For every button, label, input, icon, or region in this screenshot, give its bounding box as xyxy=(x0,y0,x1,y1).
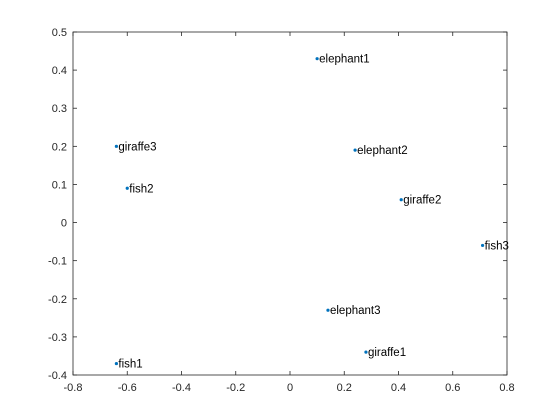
point-label: fish1 xyxy=(118,359,142,371)
data-point xyxy=(315,57,319,61)
point-label: elephant1 xyxy=(319,54,370,66)
data-point xyxy=(480,243,485,248)
plot-area xyxy=(72,31,508,376)
y-axis: -0.4 -0.3 -0.2 -0.1 0 0.1 0.2 0.3 0.4 0.5 xyxy=(48,27,507,382)
data-point xyxy=(326,308,330,312)
point-label: elephant3 xyxy=(330,305,381,317)
data-point xyxy=(114,361,118,366)
x-tick-label: -0.8 xyxy=(64,382,83,394)
data-point xyxy=(125,186,129,190)
data-point xyxy=(353,148,357,152)
data-point xyxy=(399,198,403,202)
point-label: fish3 xyxy=(485,240,509,252)
data-points: elephant1 elephant2 giraffe3 fish2 giraffe2 f… xyxy=(114,54,509,371)
data-point xyxy=(364,350,368,354)
plot-frame xyxy=(72,31,508,376)
point-label: giraffe2 xyxy=(403,195,441,207)
y-tick-label: -0.1 xyxy=(48,256,67,268)
x-tick-label: -0.4 xyxy=(172,382,191,394)
x-tick-label: 0 xyxy=(287,382,293,394)
x-tick-label: 0.4 xyxy=(391,382,406,394)
y-tick-label: -0.4 xyxy=(48,370,67,382)
y-tick-label: 0 xyxy=(61,218,67,230)
point-label: giraffe3 xyxy=(118,141,156,153)
y-tick-label: 0.1 xyxy=(52,179,67,191)
data-point xyxy=(114,144,118,148)
y-tick-label: 0.2 xyxy=(52,141,67,153)
y-tick-label: 0.5 xyxy=(52,27,67,39)
y-tick-label: -0.2 xyxy=(48,294,67,306)
y-tick-label: 0.4 xyxy=(52,65,67,77)
y-tick-label: 0.3 xyxy=(52,103,67,115)
y-tick-label: -0.3 xyxy=(48,332,67,344)
x-tick-label: -0.6 xyxy=(118,382,137,394)
x-tick-label: 0.8 xyxy=(499,382,514,394)
point-label: elephant2 xyxy=(357,145,408,157)
x-tick-label: 0.6 xyxy=(445,382,460,394)
x-tick-label: -0.2 xyxy=(226,382,245,394)
point-label: fish2 xyxy=(129,183,153,195)
x-tick-label: 0.2 xyxy=(337,382,352,394)
point-label: giraffe1 xyxy=(368,347,406,359)
x-axis: -0.8 -0.6 -0.4 -0.2 0 0.2 0.4 0.6 0.8 xyxy=(64,32,515,394)
